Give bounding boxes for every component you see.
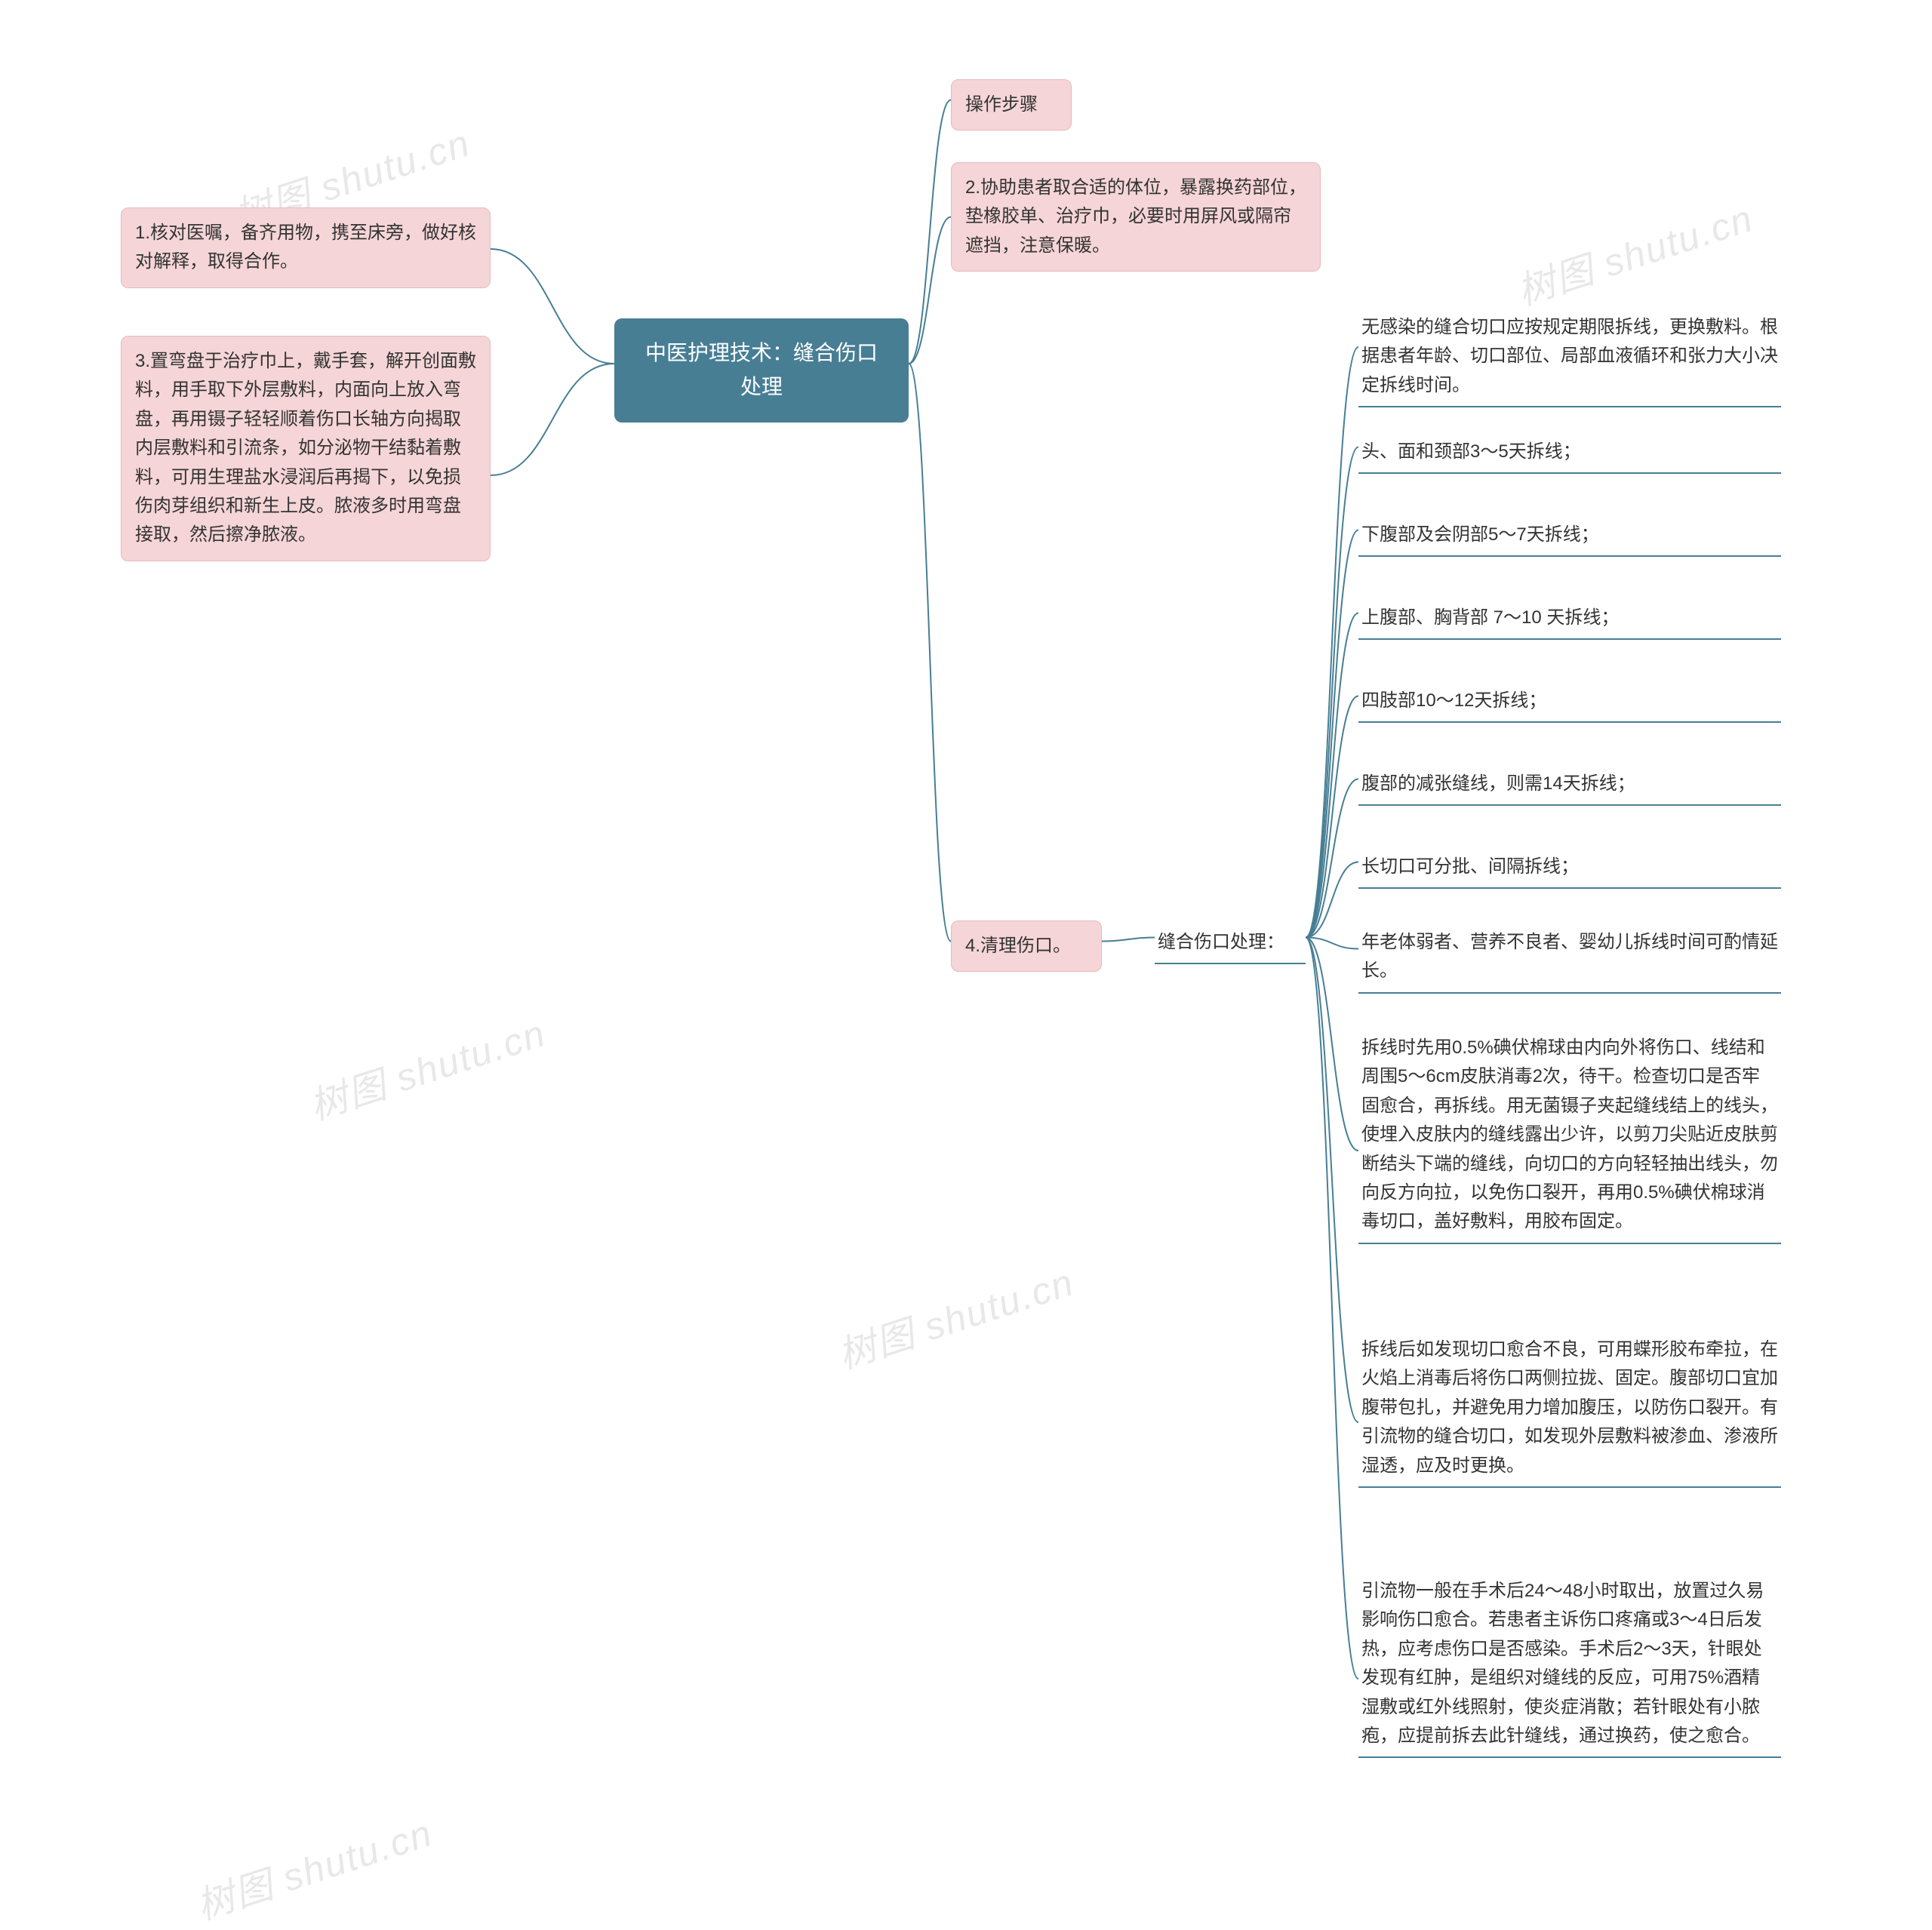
detail-item[interactable]: 拆线时先用0.5%碘伏棉球由内向外将伤口、线结和周围5～6cm皮肤消毒2次，待干… (1358, 1026, 1781, 1244)
suture-treatment-label[interactable]: 缝合伤口处理： (1155, 920, 1306, 964)
step-4[interactable]: 4.清理伤口。 (951, 920, 1102, 972)
detail-item[interactable]: 长切口可分批、间隔拆线； (1358, 845, 1781, 889)
detail-item[interactable]: 上腹部、胸背部 7～10 天拆线； (1358, 596, 1781, 640)
mindmap-canvas: 树图 shutu.cn 树图 shutu.cn 树图 shutu.cn 树图 s… (0, 0, 1932, 1913)
steps-header[interactable]: 操作步骤 (951, 79, 1072, 131)
detail-item[interactable]: 四肢部10～12天拆线； (1358, 679, 1781, 723)
root-node[interactable]: 中医护理技术：缝合伤口处理 (614, 318, 909, 423)
detail-item[interactable]: 年老体弱者、营养不良者、婴幼儿拆线时间可酌情延长。 (1358, 920, 1781, 994)
detail-item[interactable]: 拆线后如发现切口愈合不良，可用蝶形胶布牵拉，在火焰上消毒后将伤口两侧拉拢、固定。… (1358, 1328, 1781, 1488)
watermark: 树图 shutu.cn (302, 1003, 552, 1131)
detail-item[interactable]: 引流物一般在手术后24～48小时取出，放置过久易影响伤口愈合。若患者主诉伤口疼痛… (1358, 1569, 1781, 1758)
watermark: 树图 shutu.cn (189, 1803, 438, 1930)
detail-item[interactable]: 头、面和颈部3～5天拆线； (1358, 430, 1781, 474)
step-1[interactable]: 1.核对医嘱，备齐用物，携至床旁，做好核对解释，取得合作。 (121, 207, 491, 288)
watermark: 树图 shutu.cn (830, 1252, 1080, 1380)
step-2[interactable]: 2.协助患者取合适的体位，暴露换药部位，垫橡胶单、治疗巾，必要时用屏风或隔帘遮挡… (951, 162, 1321, 272)
detail-item[interactable]: 无感染的缝合切口应按规定期限拆线，更换敷料。根据患者年龄、切口部位、局部血液循环… (1358, 306, 1781, 407)
step-3[interactable]: 3.置弯盘于治疗巾上，戴手套，解开创面敷料，用手取下外层敷料，内面向上放入弯盘，… (121, 336, 491, 561)
detail-item[interactable]: 腹部的减张缝线，则需14天拆线； (1358, 762, 1781, 806)
detail-item[interactable]: 下腹部及会阴部5～7天拆线； (1358, 513, 1781, 557)
watermark: 树图 shutu.cn (1509, 189, 1759, 316)
